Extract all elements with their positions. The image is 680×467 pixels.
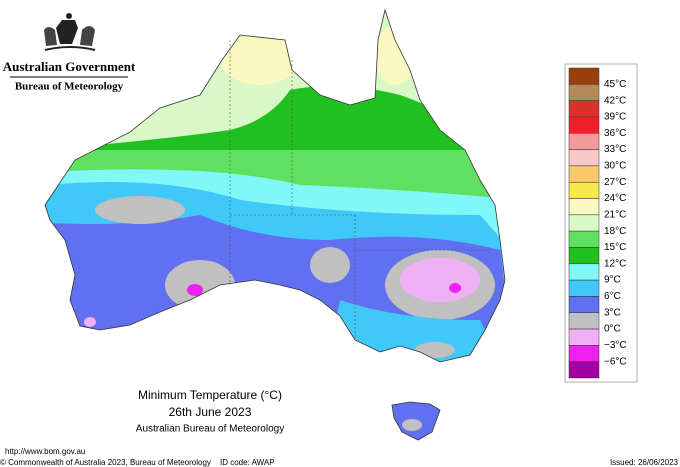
government-name: Australian Government: [3, 59, 136, 74]
legend-label: 30°C: [604, 161, 626, 172]
legend-label: 3°C: [604, 307, 621, 318]
footer-copyright: © Commonwealth of Australia 2023, Bureau…: [0, 458, 211, 467]
tasmania-coast: [391, 401, 441, 441]
legend-swatch: [568, 279, 600, 297]
legend-label: 24°C: [604, 193, 626, 204]
legend-swatch: [568, 263, 600, 281]
legend-swatch: [568, 198, 600, 216]
footer-url[interactable]: http://www.bom.gov.au: [5, 447, 85, 456]
legend-label: −6°C: [604, 356, 627, 367]
legend-label: 27°C: [604, 177, 626, 188]
map-date: 26th June 2023: [169, 405, 252, 419]
legend-swatch: [568, 214, 600, 232]
map-source: Australian Bureau of Meteorology: [136, 424, 284, 435]
legend-label: 12°C: [604, 258, 626, 269]
legend-swatch: [568, 100, 600, 118]
legend: 45°C 42°C 39°C 36°C 33°C 30°C 27°C 24°C 21°C 18°C…: [564, 63, 638, 383]
legend-swatch: [568, 116, 600, 134]
legend-swatch: [568, 84, 600, 101]
legend-frame: [564, 63, 638, 383]
legend-label: 6°C: [604, 291, 621, 302]
legend-swatch: [568, 165, 600, 183]
footer-id-code: ID code: AWAP: [220, 458, 275, 467]
legend-swatch: [568, 361, 600, 379]
legend-label: 33°C: [604, 144, 626, 155]
legend-swatch: [568, 67, 600, 85]
state-borders: [229, 40, 490, 338]
legend-label: 42°C: [604, 95, 626, 106]
legend-swatch: [568, 312, 600, 330]
bureau-name: Bureau of Meteorology: [15, 81, 124, 93]
legend-label: 39°C: [604, 112, 626, 123]
footer-issued: Issued: 26/06/2023: [610, 458, 679, 467]
crest: [44, 13, 96, 51]
legend-label: 36°C: [604, 128, 626, 139]
legend-swatch: [568, 230, 600, 248]
legend-label: −3°C: [604, 340, 627, 351]
legend-label: 0°C: [604, 324, 621, 335]
legend-swatch: [568, 133, 600, 150]
coastline: [44, 8, 506, 363]
legend-label: 21°C: [604, 209, 626, 220]
legend-swatch: [568, 247, 600, 265]
legend-swatch: [568, 149, 600, 167]
legend-swatch: [568, 328, 600, 346]
legend-label: 45°C: [604, 79, 626, 90]
legend-swatch: [568, 296, 600, 313]
map-title: Minimum Temperature (°C): [138, 388, 282, 402]
legend-swatch: [568, 181, 600, 199]
legend-label: 18°C: [604, 226, 626, 237]
legend-label: 9°C: [604, 275, 621, 286]
legend-label: 15°C: [604, 242, 626, 253]
legend-swatch: [568, 345, 600, 362]
